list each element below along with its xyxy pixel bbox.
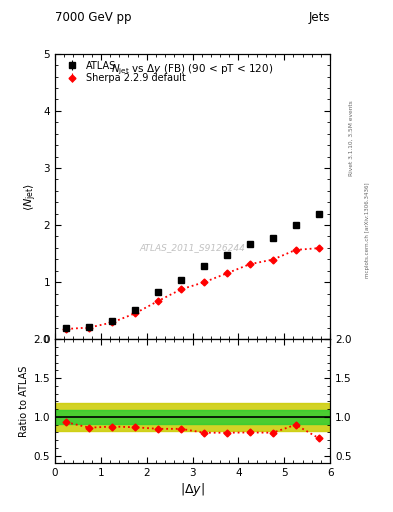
Text: ATLAS_2011_S9126244: ATLAS_2011_S9126244 xyxy=(140,243,246,252)
Text: mcplots.cern.ch [arXiv:1306.3436]: mcplots.cern.ch [arXiv:1306.3436] xyxy=(365,183,370,278)
Text: 7000 GeV pp: 7000 GeV pp xyxy=(55,11,132,25)
Y-axis label: $\langle N_\mathrm{jet}\rangle$: $\langle N_\mathrm{jet}\rangle$ xyxy=(23,182,39,210)
Y-axis label: Ratio to ATLAS: Ratio to ATLAS xyxy=(19,366,29,437)
Text: Rivet 3.1.10, 3.5M events: Rivet 3.1.10, 3.5M events xyxy=(349,100,354,176)
Legend: ATLAS, Sherpa 2.2.9 default: ATLAS, Sherpa 2.2.9 default xyxy=(59,58,189,86)
Text: Jets: Jets xyxy=(309,11,330,25)
X-axis label: $|\Delta y|$: $|\Delta y|$ xyxy=(180,481,205,498)
Text: $N_{\mathrm{jet}}$ vs $\Delta y$ (FB) (90 < pT < 120): $N_{\mathrm{jet}}$ vs $\Delta y$ (FB) (9… xyxy=(112,62,274,77)
